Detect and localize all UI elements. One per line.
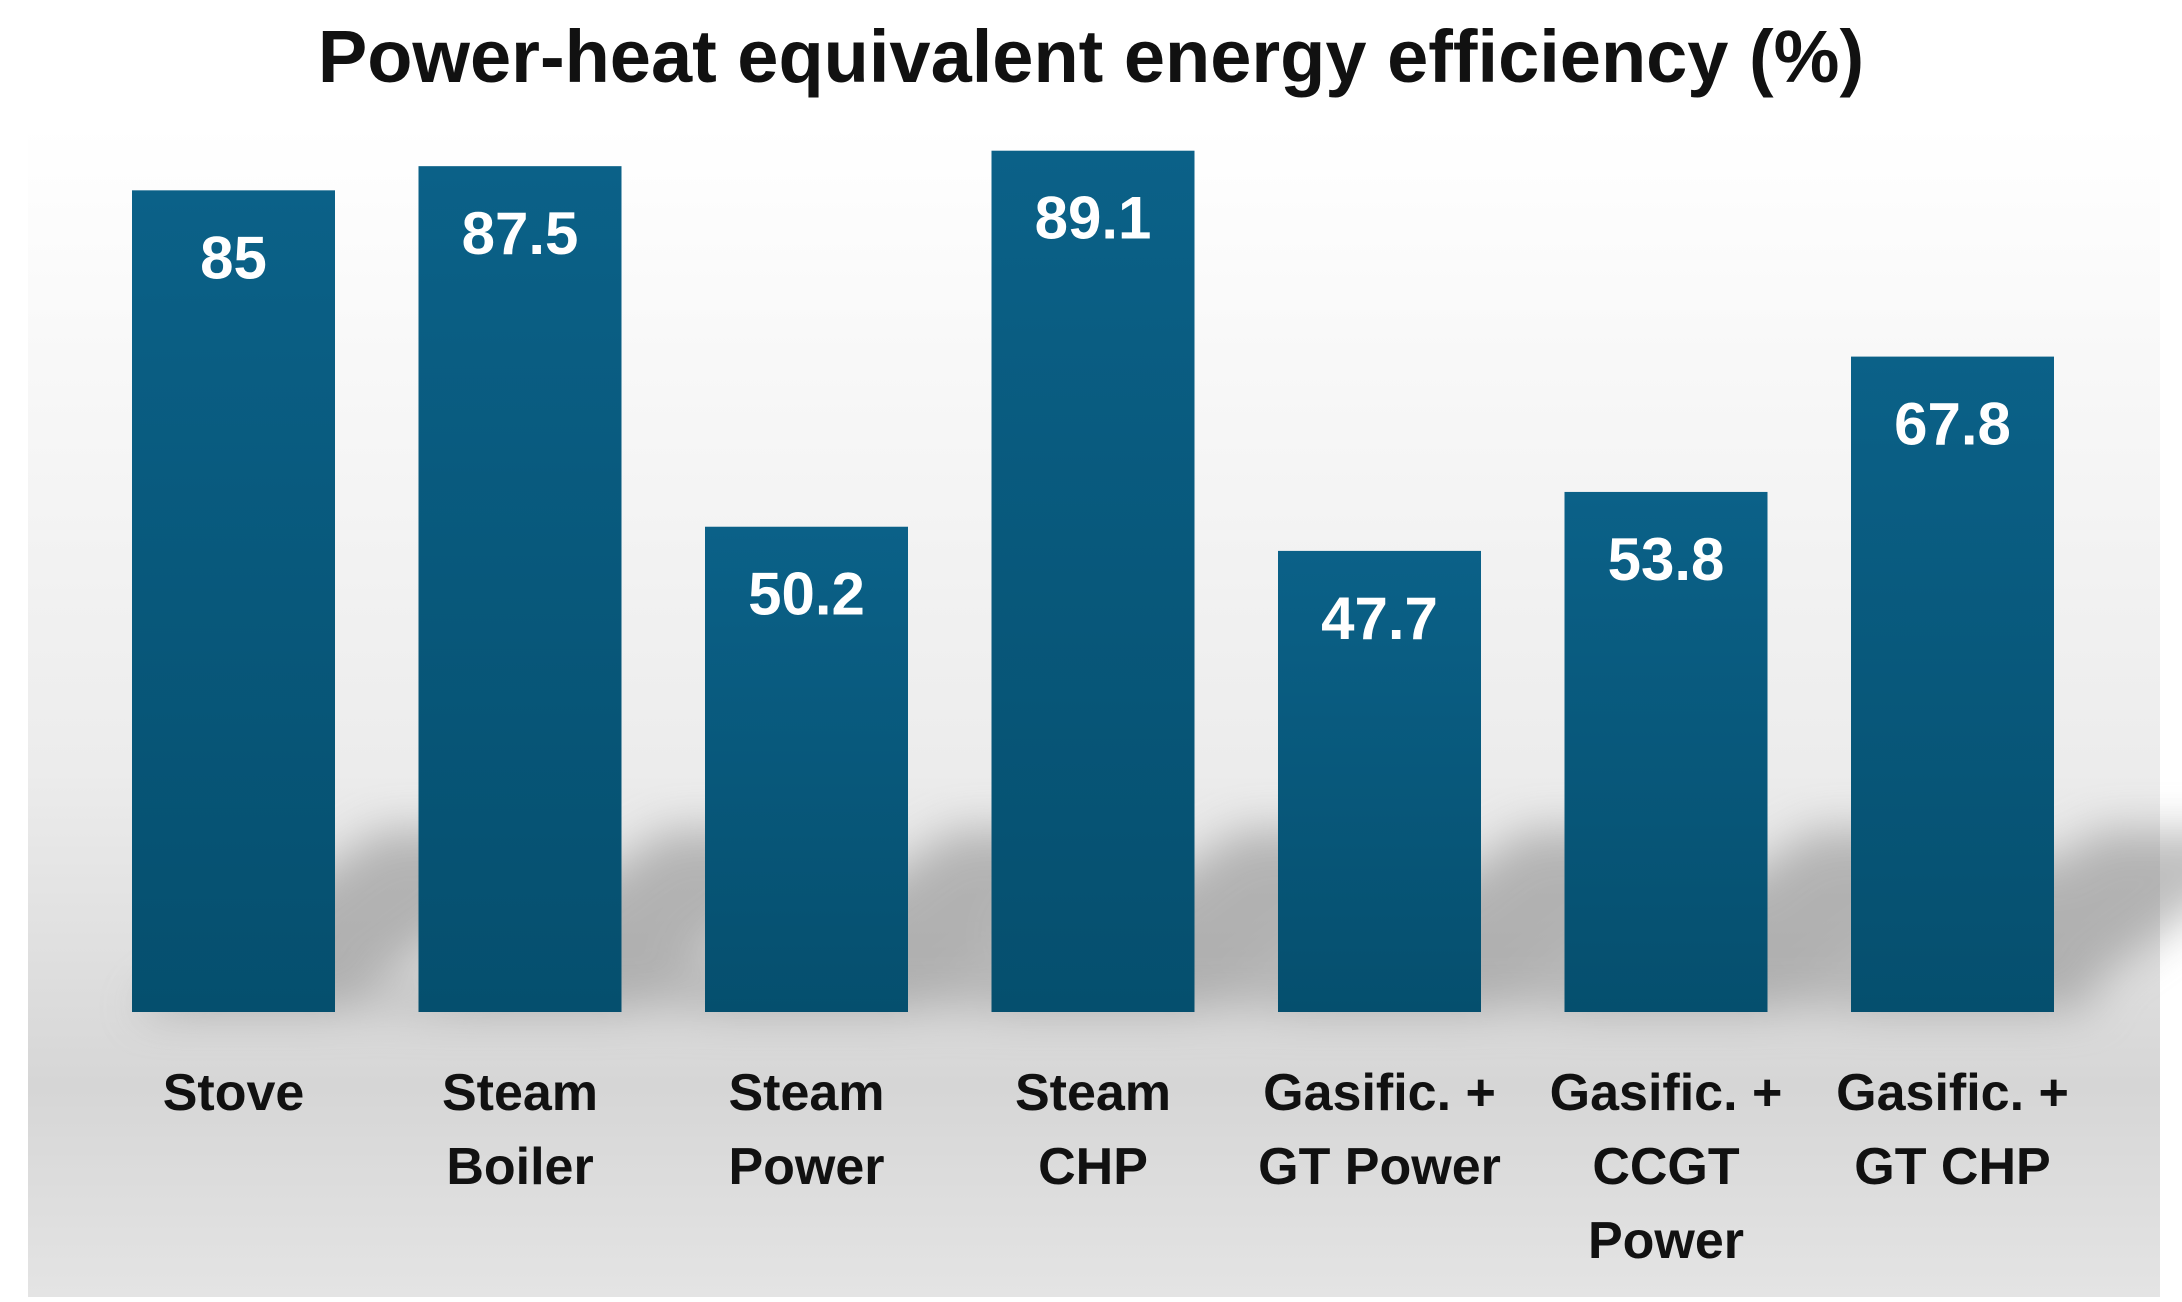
tick-label: Steam Boiler	[442, 1064, 598, 1196]
bar	[1851, 356, 2054, 1013]
bars	[132, 150, 2054, 1013]
data-label: 47.7	[1321, 585, 1438, 652]
bar	[991, 150, 1195, 1012]
tick-label: Steam CHP	[1015, 1064, 1171, 1196]
chart-title: Power-heat equivalent energy efficiency …	[318, 15, 1864, 98]
tick-label: Steam Power	[728, 1064, 884, 1196]
category-labels: Stove Steam Boiler Steam Power Steam CHP Gasifi…	[163, 1064, 2069, 1270]
tick-label: Gasific. + CCGT Power	[1550, 1064, 1783, 1270]
bar	[418, 166, 622, 1012]
value-labels: 85 87.5 50.2 89.1 47.7 53.8 67.8	[200, 185, 2011, 652]
bar	[132, 190, 335, 1013]
data-label: 50.2	[748, 561, 865, 628]
data-label: 85	[200, 224, 267, 291]
tick-label: Gasific. + GT Power	[1258, 1064, 1501, 1196]
bar	[1278, 550, 1481, 1012]
data-label: 67.8	[1894, 391, 2011, 458]
bar	[1564, 491, 1768, 1012]
data-label: 89.1	[1035, 185, 1152, 252]
data-label: 53.8	[1608, 526, 1725, 593]
bar	[705, 526, 908, 1012]
data-label: 87.5	[462, 200, 579, 267]
tick-label: Gasific. + GT CHP	[1836, 1064, 2069, 1196]
tick-label: Stove	[163, 1064, 305, 1122]
